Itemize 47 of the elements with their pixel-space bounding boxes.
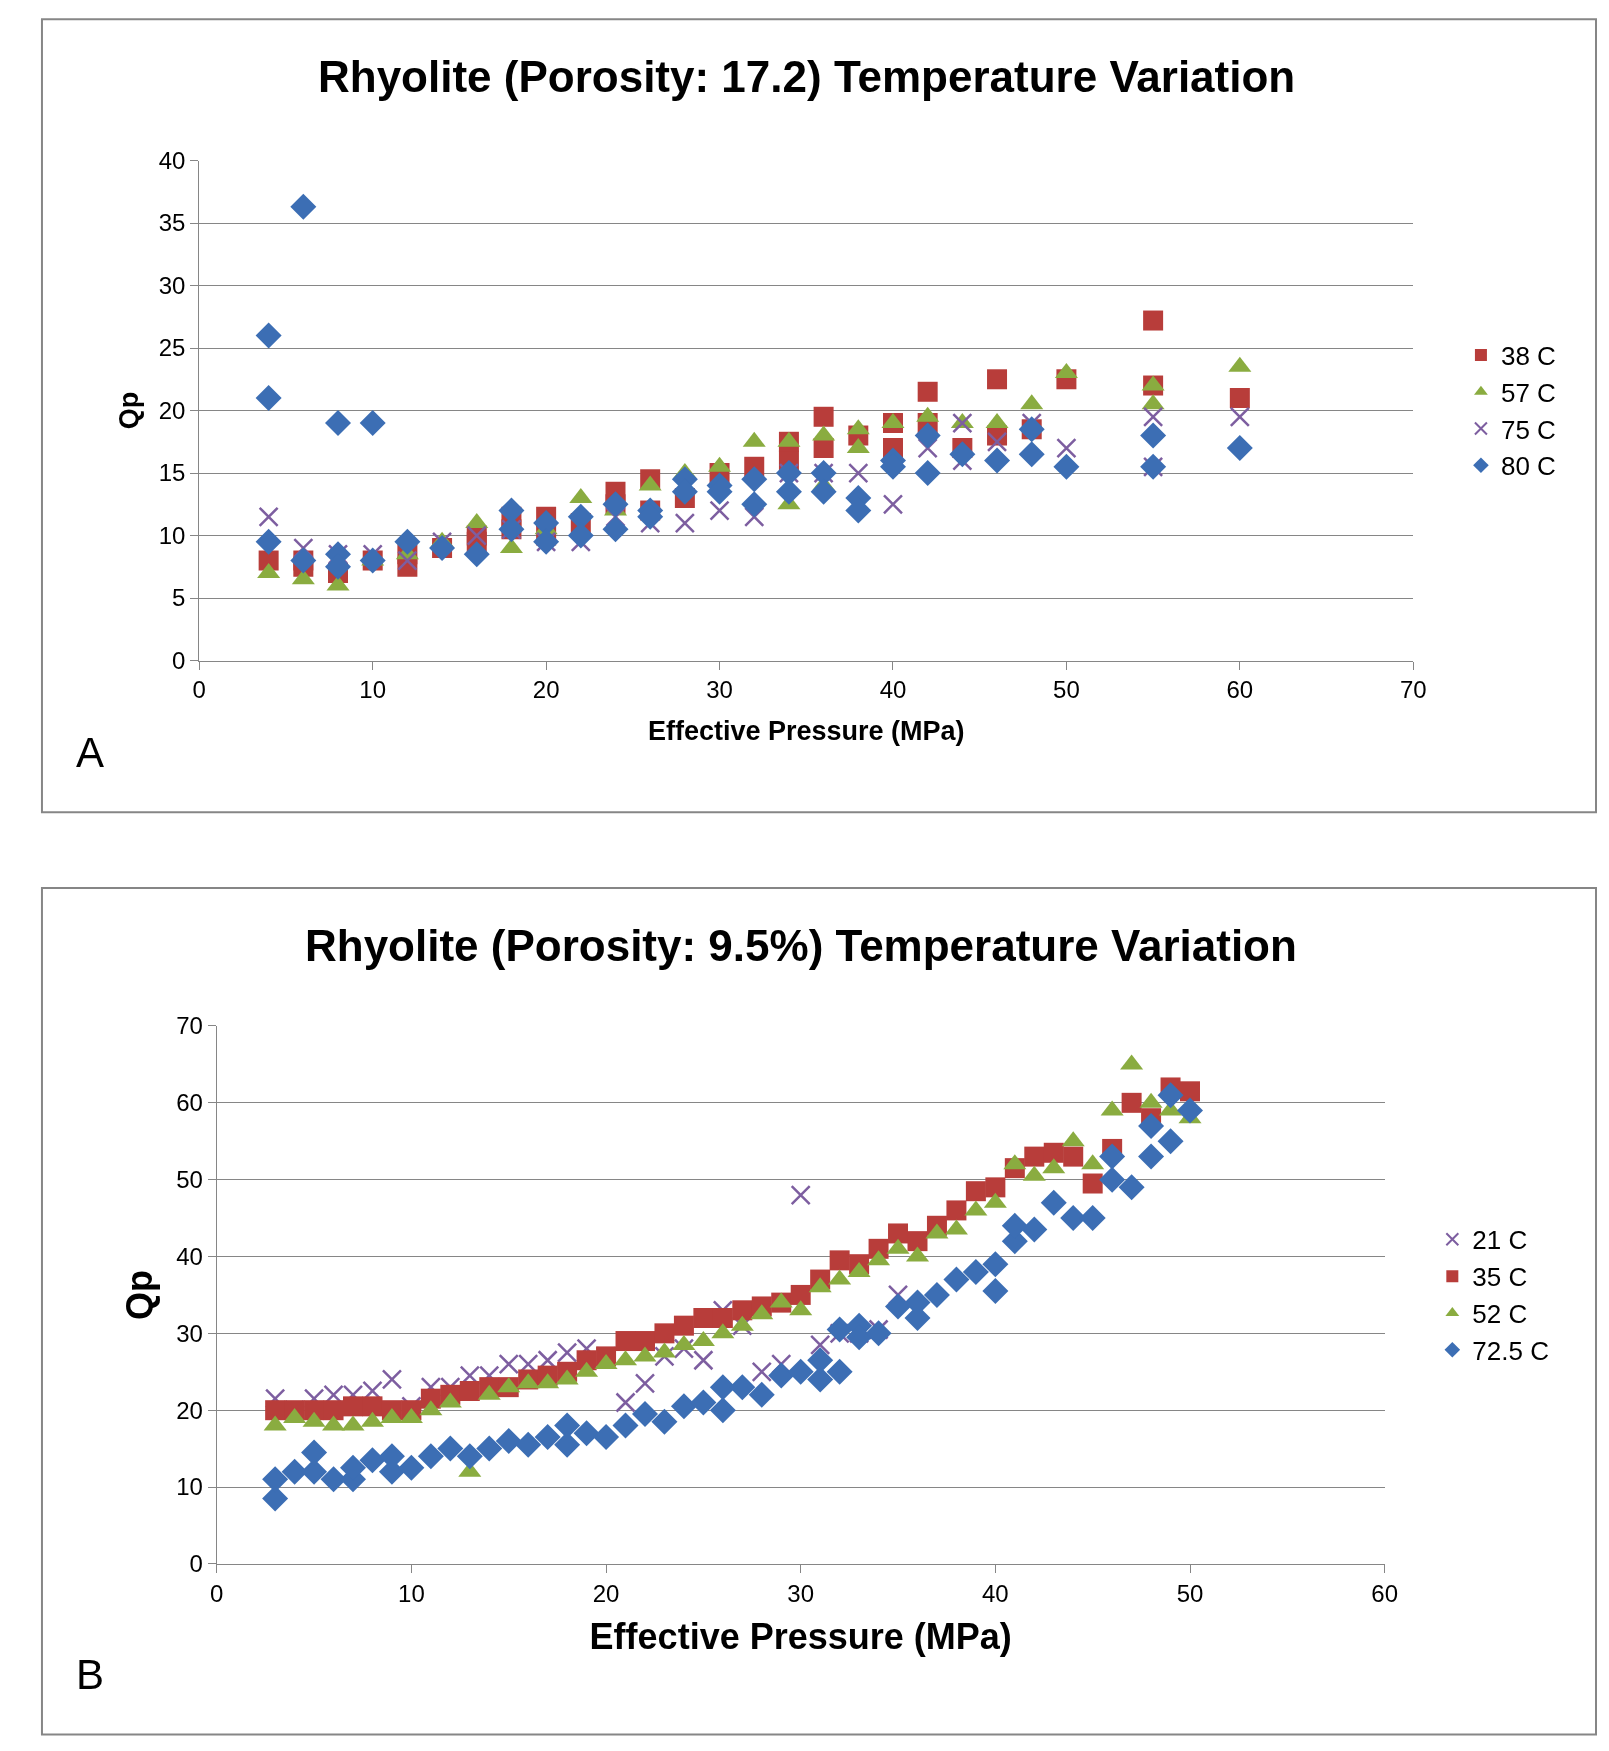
- y-tick-label: 10: [176, 1473, 203, 1501]
- y-axis-title: Qp: [119, 1269, 161, 1320]
- y-tick-label: 0: [189, 1550, 203, 1578]
- legend-label: 57 C: [1500, 377, 1556, 408]
- y-tick-label: 0: [172, 646, 186, 674]
- y-tick-label: 20: [158, 396, 186, 424]
- y-tick-label: 35: [158, 209, 186, 237]
- y-axis-title: Qp: [113, 391, 144, 430]
- text: A: [76, 729, 105, 776]
- legend-label: 75 C: [1500, 414, 1556, 445]
- x-axis-title: Effective Pressure (MPa): [647, 715, 965, 746]
- y-tick-label: 10: [158, 521, 186, 549]
- x-tick-label: 0: [210, 1579, 224, 1607]
- x-tick-label: 60: [1226, 676, 1254, 704]
- y-tick-label: 40: [158, 146, 186, 174]
- legend-label: 21 C: [1472, 1225, 1528, 1256]
- legend-label: 72.5 C: [1472, 1335, 1549, 1366]
- x-tick-label: 60: [1371, 1579, 1399, 1607]
- legend-label: 38 C: [1500, 341, 1556, 372]
- y-tick-label: 15: [158, 459, 186, 487]
- y-tick-label: 5: [172, 584, 186, 612]
- x-tick-label: 30: [706, 676, 733, 704]
- x-tick-label: 30: [787, 1579, 815, 1607]
- x-tick-label: 40: [879, 676, 907, 704]
- y-tick-label: 50: [176, 1166, 203, 1194]
- legend-label: 35 C: [1472, 1262, 1528, 1293]
- y-tick-label: 25: [158, 334, 186, 362]
- y-tick-label: 30: [176, 1319, 203, 1347]
- x-tick-label: 10: [398, 1579, 425, 1607]
- legend-label: 52 C: [1472, 1299, 1528, 1330]
- y-tick-label: 60: [176, 1089, 203, 1117]
- y-tick-label: 20: [176, 1396, 203, 1424]
- legend-label: 80 C: [1500, 451, 1556, 482]
- x-tick-label: 50: [1053, 676, 1080, 704]
- x-tick-label: 50: [1176, 1579, 1204, 1607]
- x-tick-label: 70: [1399, 676, 1427, 704]
- x-tick-label: 20: [532, 676, 560, 704]
- y-tick-label: 70: [176, 1012, 203, 1040]
- y-tick-label: 30: [158, 271, 186, 299]
- text: B: [76, 1651, 105, 1698]
- x-tick-label: 20: [592, 1579, 620, 1607]
- x-tick-label: 40: [982, 1579, 1009, 1607]
- x-axis-title: Effective Pressure (MPa): [589, 1616, 1012, 1658]
- chart-title: Rhyolite (Porosity: 17.2) Temperature Variation: [318, 52, 1296, 101]
- y-tick-label: 40: [176, 1242, 203, 1270]
- x-tick-label: 10: [359, 676, 387, 704]
- chart-title: Rhyolite (Porosity: 9.5%) Temperature Variation: [305, 921, 1297, 970]
